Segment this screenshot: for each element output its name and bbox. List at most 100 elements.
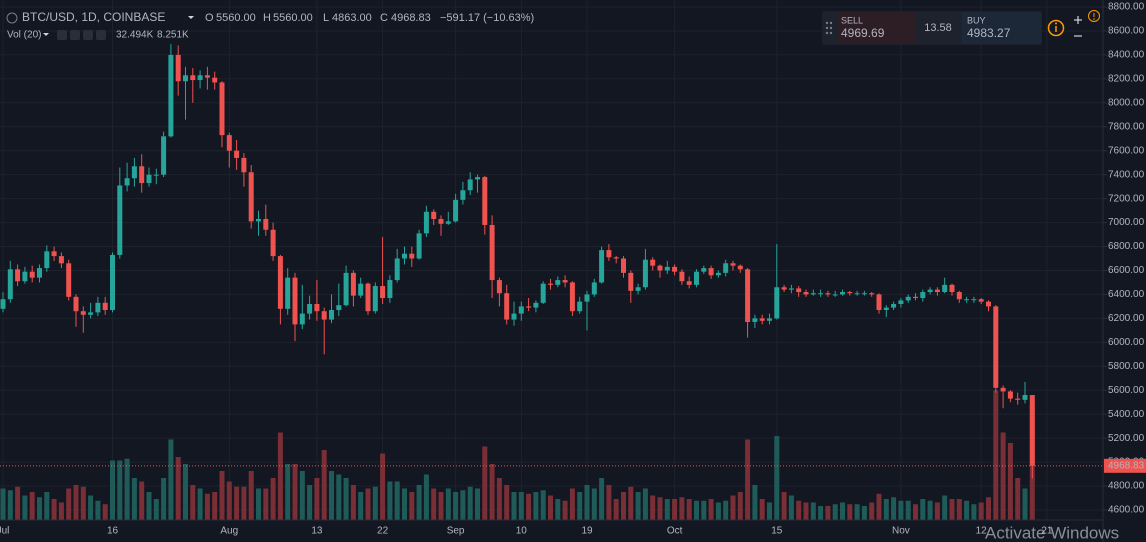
candle-body <box>686 281 692 285</box>
volume-bar <box>234 486 240 520</box>
candle-body <box>745 269 751 322</box>
candle-body <box>774 287 780 319</box>
y-tick-label: 7200.00 <box>1108 193 1145 204</box>
candle-body <box>95 302 101 313</box>
y-tick-label: 6200.00 <box>1108 313 1145 324</box>
candle-body <box>102 302 108 310</box>
volume-bar <box>117 460 123 520</box>
candle-body <box>847 292 853 294</box>
candle-body <box>190 75 196 81</box>
close-key: C <box>380 12 388 24</box>
volume-pane <box>0 390 1035 520</box>
candle-body <box>416 233 422 259</box>
icon-settings[interactable] <box>70 30 80 40</box>
high-value: 5560.00 <box>273 12 313 24</box>
volume-bar <box>934 502 940 520</box>
x-tick-label: 10 <box>516 526 528 537</box>
candle-body <box>183 75 188 82</box>
candle-body <box>810 293 816 295</box>
os-watermark: Activate Windows <box>985 523 1119 542</box>
change-value: −591.17 (−10.63%) <box>440 12 534 24</box>
candle-body <box>854 293 860 295</box>
volume-bar <box>1015 478 1021 520</box>
x-tick-label: Jul <box>0 526 9 537</box>
candle-body <box>0 299 6 309</box>
zoom-buttons[interactable] <box>1074 16 1082 37</box>
volume-bar <box>110 460 115 520</box>
volume-bar <box>219 471 225 520</box>
candle-body <box>978 299 984 302</box>
volume-bar <box>511 492 517 520</box>
volume-bar <box>248 471 254 520</box>
candle-body <box>489 224 495 281</box>
volume-ma-value: 8.251K <box>157 30 189 41</box>
dropdown-arrow <box>43 33 49 36</box>
last-price-label: 4968.83 <box>1108 460 1145 471</box>
volume-bar <box>66 488 72 520</box>
info-icon[interactable] <box>1047 19 1065 37</box>
volume-bar <box>256 488 261 520</box>
volume-bar <box>599 478 605 520</box>
candle-body <box>840 292 845 295</box>
drag-handle[interactable] <box>825 21 833 35</box>
candle-body <box>606 250 612 258</box>
candle-body <box>234 150 240 158</box>
volume-bar <box>942 495 948 520</box>
candle-body <box>88 312 94 315</box>
volume-bar <box>124 458 130 520</box>
candle-body <box>1029 395 1035 466</box>
candle-body <box>540 283 546 303</box>
candle-body <box>1007 391 1013 399</box>
candle-body <box>788 288 794 290</box>
icon-eye[interactable] <box>57 30 67 40</box>
volume-bar <box>241 486 247 520</box>
icon-add[interactable] <box>83 30 93 40</box>
volume-bar <box>577 492 583 520</box>
candle-body <box>650 259 656 266</box>
sell-price: 4969.69 <box>841 26 885 40</box>
volume-bar <box>752 485 758 520</box>
candle-body <box>329 309 334 320</box>
volume-bar <box>526 493 532 520</box>
candle-body <box>168 54 174 137</box>
volume-bar <box>146 492 152 520</box>
candle-body <box>533 302 539 308</box>
candle-body <box>117 185 123 255</box>
candle-body <box>263 218 269 230</box>
candle-body <box>562 280 568 283</box>
volume-bar <box>759 499 765 520</box>
volume-bar <box>883 499 889 520</box>
volume-bar <box>861 506 867 520</box>
volume-bar <box>387 481 393 520</box>
volume-bar <box>686 499 692 520</box>
candle-body <box>993 306 999 388</box>
buy-button[interactable] <box>962 12 1041 44</box>
candle-body <box>402 253 407 259</box>
candle-body <box>29 271 35 278</box>
grid <box>0 0 1103 520</box>
volume-bar <box>913 504 918 520</box>
volume-bar <box>679 497 685 520</box>
sell-button[interactable] <box>837 12 915 44</box>
volume-bar <box>533 492 539 520</box>
y-tick-label: 8600.00 <box>1108 26 1145 37</box>
alert-icon[interactable] <box>1088 10 1100 22</box>
volume-bar <box>453 492 459 520</box>
volume-bar <box>277 432 283 520</box>
y-tick-label: 4800.00 <box>1108 481 1145 492</box>
volume-bar <box>314 478 320 520</box>
candle-body <box>891 304 897 308</box>
candle-body <box>248 172 254 222</box>
candle-body <box>657 265 663 271</box>
candle-body <box>336 305 342 310</box>
candle-body <box>321 311 327 320</box>
candle-body <box>131 166 137 179</box>
candle-body <box>752 318 758 322</box>
candle-body <box>350 272 356 296</box>
volume-bar <box>460 490 466 520</box>
icon-more[interactable] <box>96 30 106 40</box>
candle-body <box>861 293 867 295</box>
